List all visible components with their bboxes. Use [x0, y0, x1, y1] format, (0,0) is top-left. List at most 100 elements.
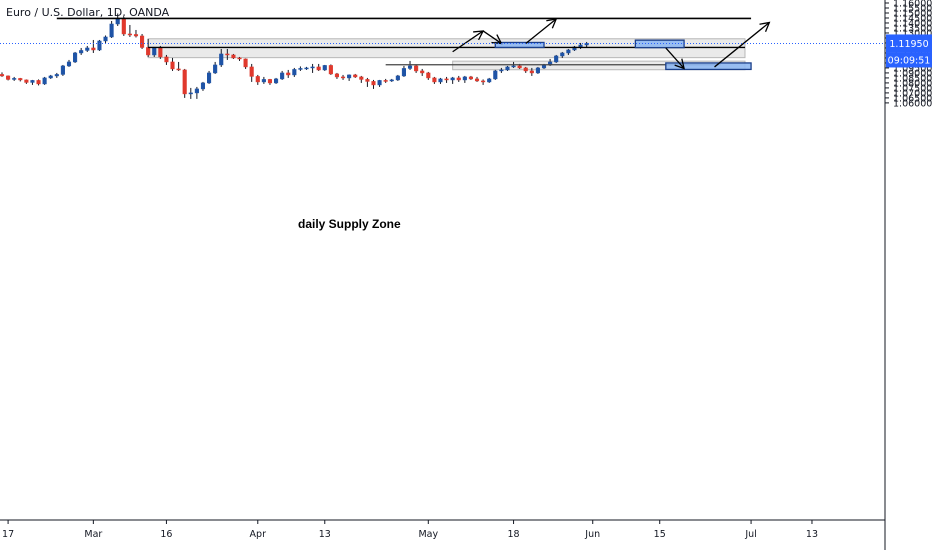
candle-body — [140, 35, 145, 48]
candle — [328, 64, 333, 75]
candle — [6, 75, 11, 81]
candle — [474, 76, 480, 82]
candle — [365, 77, 370, 87]
candle-body — [207, 72, 212, 84]
candle — [560, 51, 565, 58]
candle — [267, 78, 273, 85]
y-tick-label: 1.13500 — [893, 23, 932, 34]
candle — [438, 77, 443, 84]
y-tick-label: 1.06000 — [893, 98, 932, 109]
candle — [359, 75, 364, 83]
candle — [66, 59, 72, 67]
arrow-line — [665, 47, 685, 69]
candle — [280, 70, 285, 80]
arrow-line — [525, 18, 557, 44]
candle-body — [560, 52, 565, 57]
candle — [91, 39, 96, 53]
y-tick-label: 1.08000 — [893, 78, 932, 89]
candle-body — [371, 81, 376, 86]
candle-body — [231, 54, 236, 59]
x-tick-label: 18 — [508, 529, 520, 540]
candle — [304, 66, 309, 70]
x-tick-label: 16 — [160, 529, 172, 540]
candle-body — [511, 65, 516, 68]
candle-body — [158, 47, 163, 58]
candle — [194, 86, 199, 99]
candle — [109, 20, 114, 38]
candle-body — [170, 61, 175, 70]
candle-body — [316, 66, 321, 71]
candle-body — [383, 80, 388, 82]
countdown-bg — [886, 52, 932, 68]
candle — [200, 81, 206, 91]
candle — [340, 74, 346, 80]
candle-body — [328, 65, 333, 75]
candle — [213, 61, 218, 74]
candle — [572, 45, 577, 51]
candle-body — [127, 33, 132, 36]
candle — [188, 87, 193, 99]
candle — [164, 54, 169, 65]
candle-body — [274, 78, 279, 84]
candle-body — [401, 68, 406, 77]
candle-body — [493, 70, 498, 80]
candle-body — [481, 80, 486, 83]
candle — [389, 78, 394, 82]
candle — [493, 69, 498, 80]
y-tick-label: 1.07000 — [893, 88, 932, 99]
candle — [231, 53, 236, 59]
y-tick-label: 1.14000 — [893, 18, 932, 29]
candle-body — [347, 74, 352, 79]
candle-body — [91, 47, 96, 51]
candle-body — [310, 66, 315, 69]
candle — [456, 75, 461, 82]
y-tick-label: 1.06500 — [893, 93, 932, 104]
candle-body — [0, 74, 5, 77]
candle-body — [286, 72, 291, 76]
candle-body — [85, 47, 90, 51]
candle-body — [584, 43, 589, 46]
candle-body — [243, 58, 248, 68]
candle — [219, 48, 224, 67]
candle-body — [505, 66, 510, 71]
price-label: 1.11950 — [889, 39, 928, 50]
candle — [432, 76, 437, 84]
candle — [36, 79, 41, 86]
arrow-head — [546, 18, 558, 29]
candle-body — [42, 77, 47, 85]
candle — [487, 77, 492, 83]
candle — [450, 76, 455, 84]
x-tick-label: 15 — [654, 529, 666, 540]
y-tick-label: 1.15000 — [893, 8, 932, 19]
candle — [444, 76, 449, 83]
target-box — [494, 41, 545, 49]
arrow-line — [482, 30, 502, 44]
boxes-layer — [494, 39, 752, 71]
arrow-head — [759, 21, 771, 32]
candle-body — [261, 79, 266, 83]
candle — [383, 78, 388, 83]
candle-body — [18, 78, 23, 81]
candle — [54, 72, 59, 78]
candle — [426, 71, 431, 80]
candle — [322, 64, 327, 71]
arrow-head — [674, 58, 685, 70]
candle-body — [377, 80, 382, 86]
candle — [225, 48, 230, 60]
candle — [237, 56, 242, 61]
candle — [420, 68, 425, 76]
candle-body — [499, 69, 504, 72]
candle — [115, 13, 120, 26]
y-tick-label: 1.16000 — [893, 0, 932, 10]
candle — [353, 73, 358, 78]
price-label-bg — [886, 34, 932, 53]
candle — [255, 74, 260, 85]
candle — [523, 66, 528, 73]
candle — [127, 24, 132, 37]
candle-body — [432, 77, 437, 83]
candle-body — [225, 53, 230, 56]
candle-body — [237, 57, 242, 60]
candle-body — [468, 76, 473, 80]
